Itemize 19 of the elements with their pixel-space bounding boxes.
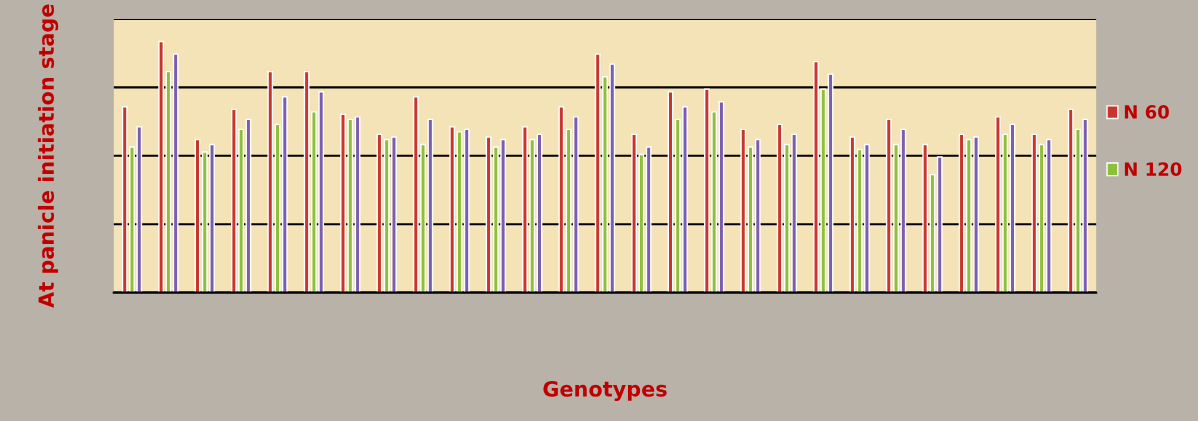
bar — [922, 143, 929, 293]
bar — [740, 128, 747, 293]
x-axis-title: Genotypes — [543, 380, 667, 401]
bar — [1045, 138, 1052, 293]
bar — [281, 96, 288, 293]
bar — [267, 70, 274, 293]
bar — [158, 40, 164, 293]
bar — [463, 128, 470, 293]
legend-label: N 60 — [1124, 105, 1169, 119]
bar — [1031, 133, 1038, 293]
bar — [172, 53, 179, 293]
bar — [573, 116, 579, 293]
bar — [936, 156, 943, 293]
bar — [449, 126, 456, 293]
legend-label: N 120 — [1124, 162, 1182, 176]
y-axis-title: At panicle initiation stage — [37, 4, 59, 308]
bar — [754, 138, 761, 293]
bar — [558, 106, 565, 293]
bar — [645, 146, 652, 293]
